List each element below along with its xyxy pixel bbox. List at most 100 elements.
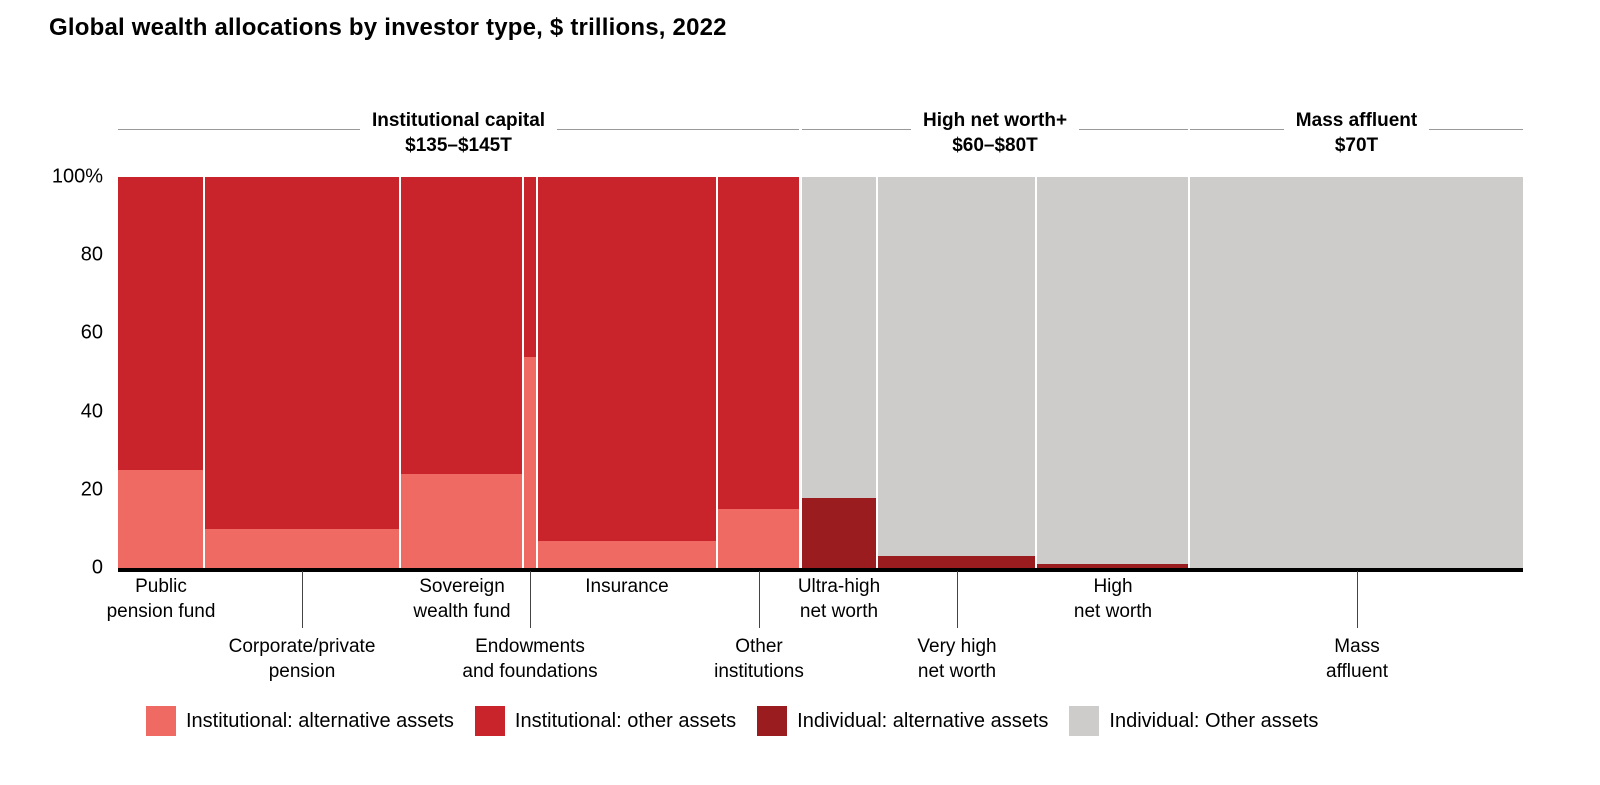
x-axis-label-corporate-private-pension: Corporate/private pension [207, 634, 397, 684]
x-axis-label-sovereign-wealth-fund: Sovereign wealth fund [367, 574, 557, 624]
label-leader-line [957, 571, 958, 628]
segment-individual-other-assets [1037, 177, 1188, 565]
label-leader-line [1357, 571, 1358, 628]
segment-institutional-alternative-assets [205, 528, 399, 568]
group-header-rule [1429, 129, 1524, 130]
legend-swatch-institutional-alternative [146, 706, 176, 736]
x-axis-label-line: Other [735, 636, 783, 657]
x-axis-label-line: Mass [1334, 636, 1380, 657]
y-axis-tick-label: 0 [91, 556, 103, 579]
x-axis-label-insurance: Insurance [532, 574, 722, 599]
legend-label: Individual: alternative assets [797, 709, 1049, 732]
segment-institutional-other-assets [118, 177, 203, 471]
x-axis-label-line: pension [268, 661, 336, 682]
x-axis-label-line: Public [135, 576, 187, 597]
x-axis-label-ultra-high-net-worth: Ultra-high net worth [744, 574, 934, 624]
segment-institutional-alternative-assets [524, 356, 536, 568]
group-header-rule [557, 129, 799, 130]
group-header-rule [118, 129, 360, 130]
segment-institutional-other-assets [718, 177, 799, 510]
group-header: Mass affluent $70T [1190, 108, 1524, 164]
x-axis-label-line: affluent [1326, 661, 1388, 682]
x-axis-line [118, 568, 1523, 572]
x-axis-label-high-net-worth: High net worth [1018, 574, 1208, 624]
segment-institutional-other-assets [524, 177, 536, 357]
group-label: Institutional capital [371, 110, 546, 131]
mekko-column-endowments-and-foundations [524, 177, 536, 568]
group-header: Institutional capital $135–$145T [118, 108, 799, 164]
mekko-column-insurance [538, 177, 716, 568]
segment-individual-other-assets [878, 177, 1035, 557]
label-leader-line [530, 571, 531, 628]
group-label: High net worth+ [922, 110, 1068, 131]
x-axis-label-line: Endowments [475, 636, 585, 657]
x-axis-label-line: High [1093, 576, 1133, 597]
group-header-rule [802, 129, 911, 130]
group-amount: $135–$145T [405, 135, 512, 156]
segment-institutional-other-assets [538, 177, 716, 541]
label-leader-line [302, 571, 303, 628]
x-axis-label-line: wealth fund [413, 601, 511, 622]
x-axis-label-endowments-and-foundations: Endowments and foundations [435, 634, 625, 684]
x-axis-label-very-high-net-worth: Very high net worth [862, 634, 1052, 684]
group-header-text: Mass affluent $70T [1284, 108, 1429, 158]
segment-institutional-other-assets [205, 177, 399, 529]
x-axis-label-line: net worth [1073, 601, 1153, 622]
group-label: Mass affluent [1295, 110, 1418, 131]
legend-swatch-individual-alternative [757, 706, 788, 736]
mekko-column-mass-affluent [1190, 177, 1523, 568]
legend-label: Institutional: alternative assets [186, 709, 454, 732]
x-axis-label-line: pension fund [106, 601, 216, 622]
x-axis-label-line: Insurance [585, 576, 669, 597]
mekko-column-sovereign-wealth-fund [401, 177, 522, 568]
segment-individual-alternative-assets [1037, 564, 1188, 568]
segment-institutional-alternative-assets [118, 470, 203, 568]
chart-title: Global wealth allocations by investor ty… [49, 14, 727, 41]
segment-institutional-alternative-assets [718, 509, 799, 568]
x-axis-label-line: Sovereign [419, 576, 505, 597]
y-axis-tick-label: 100% [51, 165, 103, 188]
legend-label: Individual: Other assets [1109, 709, 1319, 732]
x-axis-label-line: and foundations [462, 661, 598, 682]
group-header-rule [1190, 129, 1284, 130]
segment-individual-other-assets [1190, 177, 1523, 568]
legend-item: Institutional: alternative assets [146, 706, 454, 736]
mekko-column-high-net-worth [1037, 177, 1188, 568]
segment-institutional-other-assets [401, 177, 522, 475]
segment-institutional-alternative-assets [401, 474, 522, 568]
segment-institutional-alternative-assets [538, 540, 716, 568]
segment-individual-alternative-assets [802, 497, 876, 568]
legend-item: Individual: alternative assets [757, 706, 1048, 736]
mekko-column-corporate-private-pension [205, 177, 399, 568]
label-leader-line [759, 571, 760, 628]
segment-individual-alternative-assets [878, 556, 1035, 568]
legend-swatch-institutional-other [474, 706, 505, 736]
y-axis-tick-label: 60 [80, 321, 103, 344]
group-amount: $60–$80T [952, 135, 1038, 156]
legend-label: Institutional: other assets [514, 709, 737, 732]
mekko-column-public-pension-fund [118, 177, 203, 568]
y-axis-tick-label: 80 [80, 243, 103, 266]
x-axis-label-line: Ultra-high [797, 576, 881, 597]
legend-item: Institutional: other assets [474, 706, 737, 736]
x-axis-label-line: institutions [714, 661, 804, 682]
x-axis-label-line: Corporate/private [228, 636, 376, 657]
legend-swatch-individual-other [1069, 706, 1100, 736]
x-axis-label-other-institutions: Other institutions [664, 634, 854, 684]
y-axis-tick-label: 40 [80, 400, 103, 423]
group-amount: $70T [1334, 135, 1379, 156]
segment-individual-other-assets [802, 177, 876, 498]
group-header-text: High net worth+ $60–$80T [911, 108, 1079, 158]
group-header-rule [1079, 129, 1189, 130]
x-axis-label-line: Very high [917, 636, 997, 657]
x-axis-label-line: net worth [799, 601, 879, 622]
x-axis-label-line: net worth [917, 661, 997, 682]
mekko-column-other-institutions [718, 177, 799, 568]
mekko-column-very-high-net-worth [878, 177, 1035, 568]
x-axis-label-mass-affluent: Mass affluent [1262, 634, 1452, 684]
y-axis-tick-label: 20 [80, 478, 103, 501]
legend-item: Individual: Other assets [1069, 706, 1318, 736]
group-header-text: Institutional capital $135–$145T [360, 108, 557, 158]
group-header: High net worth+ $60–$80T [802, 108, 1189, 164]
